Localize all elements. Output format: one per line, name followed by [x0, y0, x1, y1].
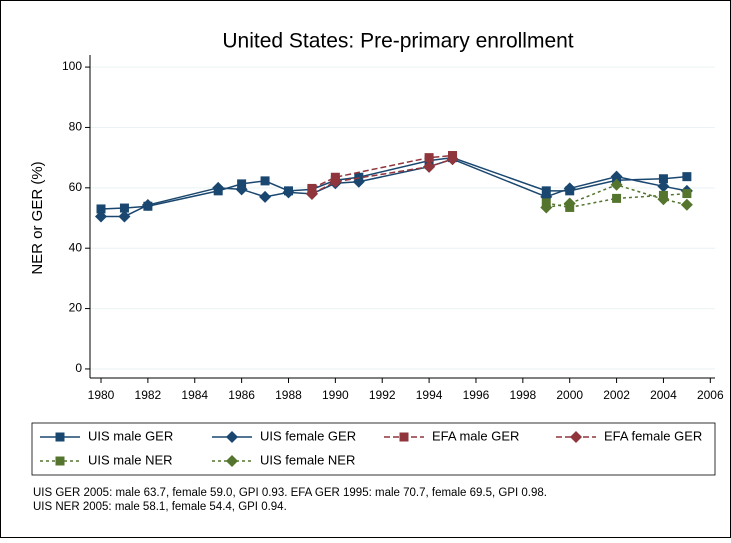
- marker: [610, 170, 623, 183]
- x-tick-label: 1986: [228, 388, 255, 402]
- marker: [282, 186, 295, 199]
- marker: [141, 199, 154, 212]
- marker: [657, 180, 670, 193]
- legend-label: EFA male GER: [432, 428, 519, 443]
- marker: [682, 172, 692, 182]
- chart-title: United States: Pre-primary enrollment: [222, 30, 573, 53]
- y-tick-label: 40: [69, 240, 83, 254]
- x-tick-label: 1982: [135, 388, 162, 402]
- marker: [423, 160, 436, 173]
- marker: [235, 183, 248, 196]
- marker: [657, 193, 670, 206]
- marker: [95, 210, 108, 223]
- note: UIS NER 2005: male 58.1, female 54.4, GP…: [33, 501, 287, 513]
- legend-label: UIS male NER: [88, 452, 173, 467]
- series-line: [311, 154, 453, 190]
- marker: [259, 190, 272, 203]
- marker: [570, 431, 582, 443]
- marker: [682, 189, 692, 199]
- legend: [31, 422, 716, 476]
- marker: [563, 197, 576, 210]
- marker: [612, 193, 622, 203]
- y-tick-label: 20: [69, 301, 83, 315]
- y-tick-label: 80: [69, 120, 83, 134]
- marker: [96, 204, 106, 214]
- x-tick-label: 1992: [369, 388, 396, 402]
- x-tick-label: 1980: [88, 388, 115, 402]
- x-tick-label: 1984: [181, 388, 208, 402]
- marker: [610, 178, 623, 191]
- marker: [118, 210, 131, 223]
- marker: [212, 181, 225, 194]
- marker: [329, 175, 342, 188]
- marker: [680, 198, 693, 211]
- series-line: [546, 192, 687, 209]
- x-tick-label: 2002: [603, 388, 630, 402]
- marker: [305, 187, 318, 200]
- marker: [55, 432, 65, 442]
- x-tick-label: 2004: [650, 388, 677, 402]
- marker: [260, 176, 270, 186]
- marker: [226, 455, 238, 467]
- x-tick-label: 1988: [275, 388, 302, 402]
- marker: [541, 186, 551, 196]
- marker: [540, 201, 553, 214]
- marker: [424, 153, 434, 163]
- marker: [119, 203, 129, 213]
- marker: [658, 174, 668, 184]
- note: UIS GER 2005: male 63.7, female 59.0, GP…: [33, 487, 547, 499]
- legend-label: UIS male GER: [88, 428, 173, 443]
- legend-label: EFA female GER: [604, 428, 702, 443]
- y-tick-label: 0: [75, 361, 82, 375]
- y-tick-label: 100: [62, 59, 82, 73]
- y-axis-label: NER or GER (%): [29, 161, 46, 274]
- x-tick-label: 1998: [509, 388, 536, 402]
- x-tick-label: 1994: [416, 388, 443, 402]
- marker: [446, 153, 459, 166]
- marker: [563, 182, 576, 195]
- marker: [399, 432, 409, 442]
- legend-label: UIS female GER: [260, 428, 356, 443]
- series-line: [311, 158, 453, 195]
- legend-label: UIS female NER: [260, 452, 355, 467]
- marker: [226, 431, 238, 443]
- x-tick-label: 2000: [556, 388, 583, 402]
- x-tick-label: 1996: [463, 388, 490, 402]
- y-tick-label: 60: [69, 180, 83, 194]
- marker: [55, 456, 65, 466]
- x-tick-label: 1990: [322, 388, 349, 402]
- x-tick-label: 2006: [697, 388, 724, 402]
